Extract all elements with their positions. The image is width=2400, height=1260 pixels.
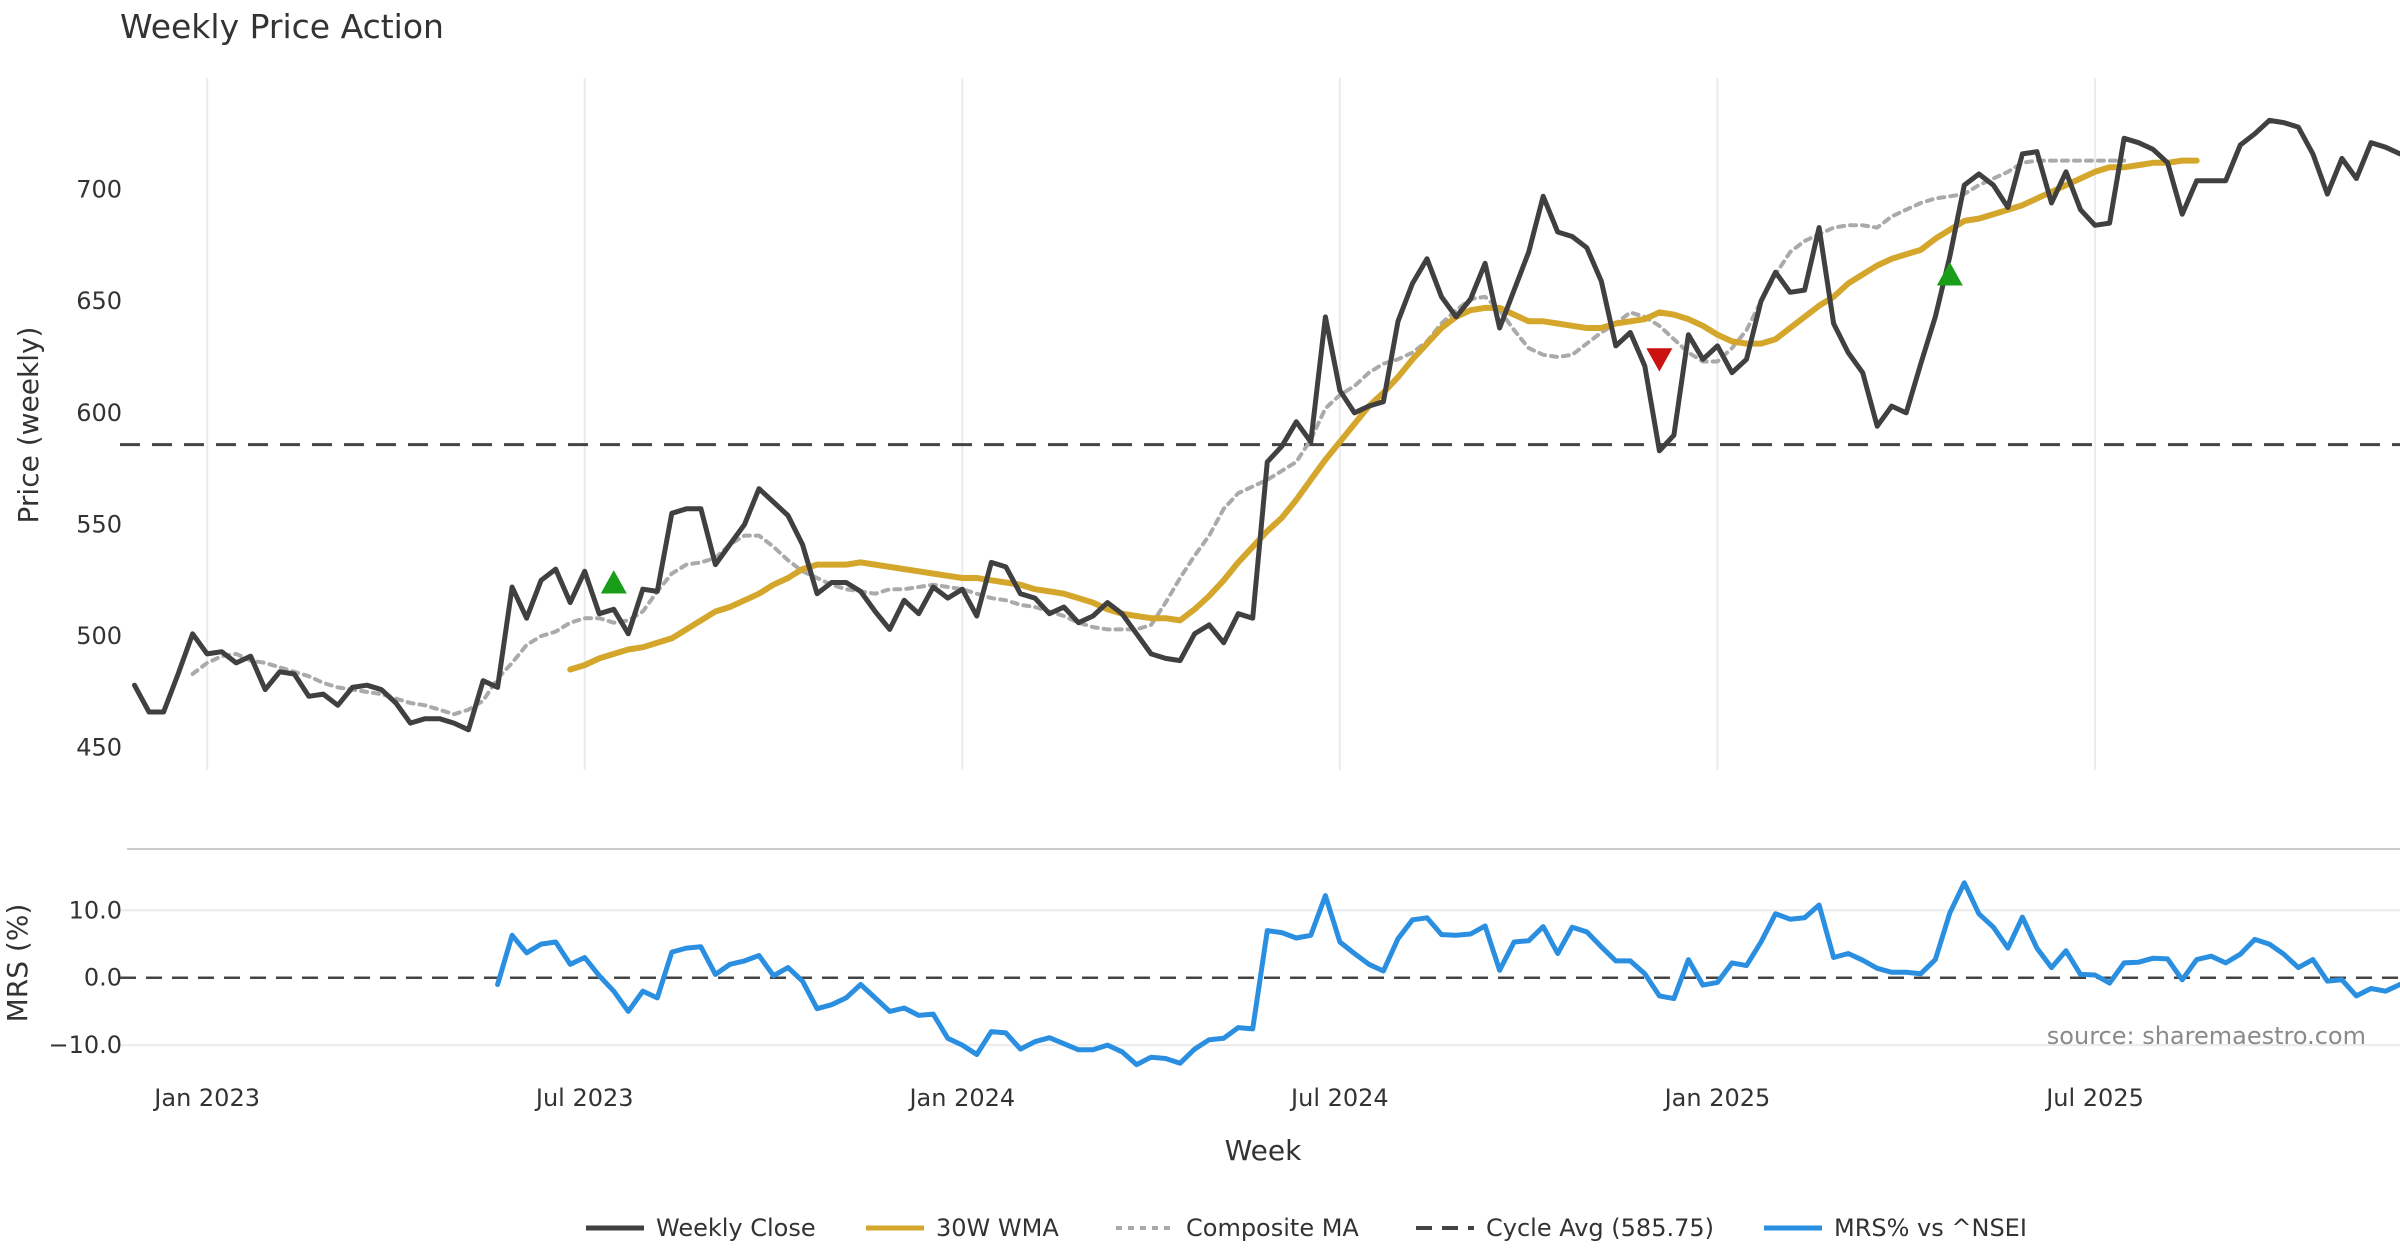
- legend-entry: MRS% vs ^NSEI: [1764, 1214, 2027, 1242]
- price-panel: Price (weekly) 450 500 550 600 650 700: [12, 78, 2400, 770]
- mrs-line: [495, 880, 2400, 1068]
- x-tick-label: Jul 2023: [534, 1084, 634, 1112]
- price-y-tick: 700: [76, 176, 122, 204]
- price-grid: [206, 78, 2097, 770]
- price-y-ticks: 450 500 550 600 650 700: [76, 176, 122, 762]
- x-tick-label: Jul 2025: [2044, 1084, 2144, 1112]
- buy-signal-marker: [1936, 262, 1963, 286]
- mrs-grid: [120, 909, 2400, 1047]
- x-tick-label: Jul 2024: [1289, 1084, 1389, 1112]
- legend-label: Composite MA: [1186, 1214, 1359, 1242]
- x-tick-label: Jan 2024: [907, 1084, 1015, 1112]
- price-y-tick: 550: [76, 510, 122, 538]
- price-y-tick: 450: [76, 734, 122, 762]
- legend-entry: Composite MA: [1116, 1214, 1359, 1242]
- mrs-axis-label: MRS (%): [1, 904, 34, 1023]
- legend-label: 30W WMA: [936, 1214, 1059, 1242]
- legend-label: Weekly Close: [656, 1214, 816, 1242]
- legend-entry: 30W WMA: [866, 1214, 1059, 1242]
- legend: Weekly Close 30W WMA Composite MA Cycle Avg…: [586, 1214, 2027, 1242]
- mrs-series: [120, 880, 2400, 1068]
- mrs-y-tick: 0.0: [84, 964, 122, 992]
- composite-ma-line: [190, 158, 2127, 717]
- legend-entry: Weekly Close: [586, 1214, 816, 1242]
- price-axis-label: Price (weekly): [12, 327, 45, 524]
- legend-label: MRS% vs ^NSEI: [1834, 1214, 2027, 1242]
- weekly-close-line: [132, 117, 2400, 733]
- mrs-y-ticks: −10.0 0.0 10.0: [48, 896, 122, 1059]
- price-series: [120, 117, 2400, 733]
- mrs-panel: MRS (%) −10.0 0.0 10.0 source: sharemaestr…: [1, 880, 2400, 1068]
- mrs-y-tick: 10.0: [69, 896, 122, 924]
- source-note: source: sharemaestro.com: [2047, 1022, 2366, 1050]
- chart-title: Weekly Price Action: [120, 7, 444, 46]
- x-tick-label: Jan 2023: [152, 1084, 260, 1112]
- buy-signal-marker: [600, 570, 627, 594]
- sell-signal-marker: [1646, 348, 1673, 372]
- price-y-tick: 600: [76, 399, 122, 427]
- legend-entry: Cycle Avg (585.75): [1416, 1214, 1714, 1242]
- price-y-tick: 500: [76, 622, 122, 650]
- price-y-tick: 650: [76, 287, 122, 315]
- mrs-y-tick: −10.0: [48, 1031, 122, 1059]
- signal-markers: [600, 262, 1963, 594]
- x-axis-label: Week: [1225, 1134, 1302, 1167]
- x-axis-ticks: Jan 2023 Jul 2023 Jan 2024 Jul 2024 Jan 2025…: [152, 1084, 2144, 1112]
- x-tick-label: Jan 2025: [1663, 1084, 1771, 1112]
- legend-label: Cycle Avg (585.75): [1486, 1214, 1714, 1242]
